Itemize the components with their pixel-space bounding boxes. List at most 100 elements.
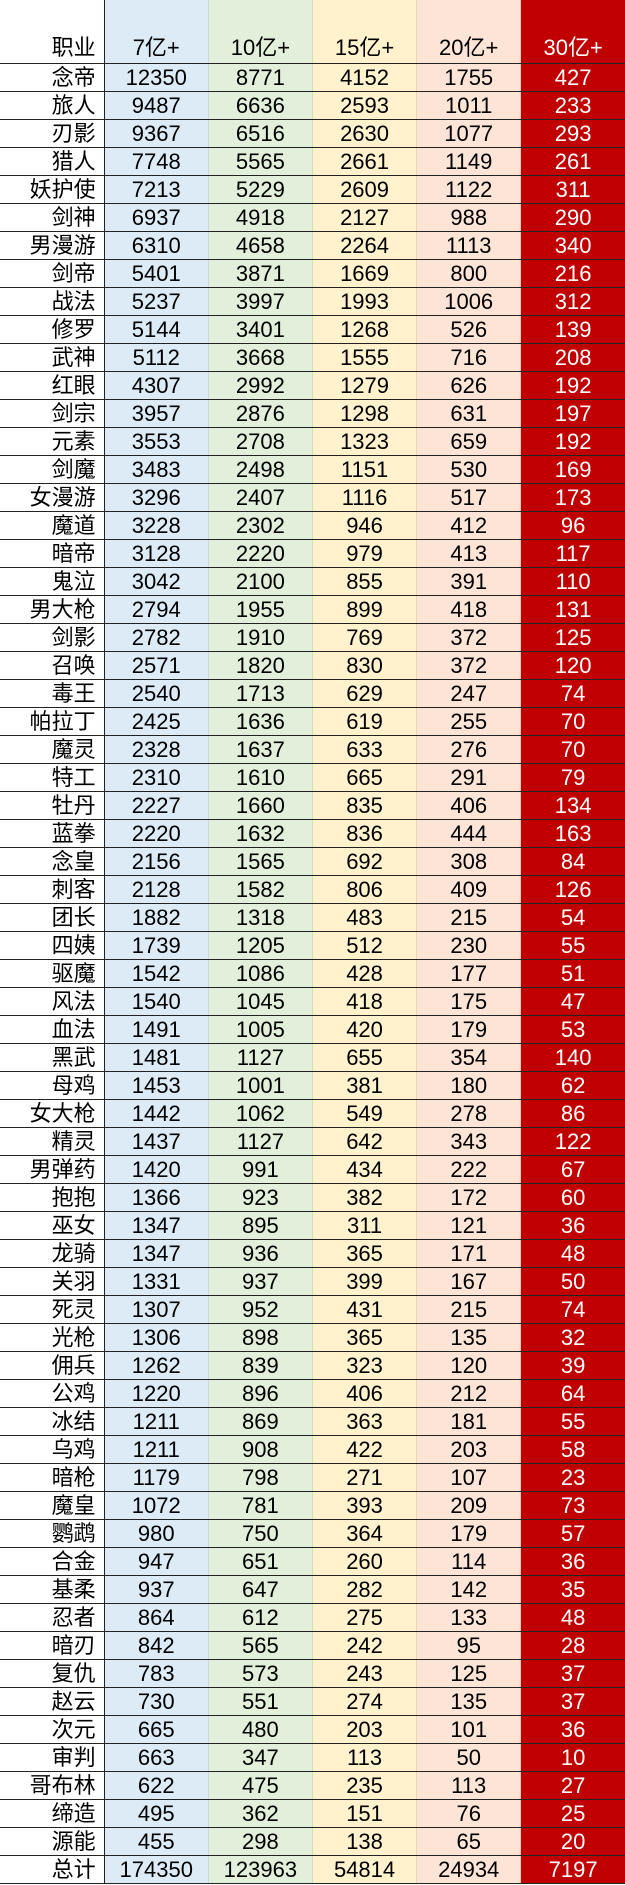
value-cell: 1323 xyxy=(312,427,418,456)
value-cell: 70 xyxy=(520,707,625,736)
value-cell: 8771 xyxy=(208,63,313,92)
value-cell: 84 xyxy=(520,847,625,876)
value-cell: 175 xyxy=(416,987,522,1016)
value-cell: 1149 xyxy=(416,147,522,176)
value-cell: 125 xyxy=(520,623,625,652)
table-row: 次元 665 480 203 101 36 xyxy=(0,1715,625,1744)
value-cell: 418 xyxy=(312,987,418,1016)
value-cell: 177 xyxy=(416,959,522,988)
value-cell: 3871 xyxy=(208,259,313,288)
job-name-cell: 魔灵 xyxy=(0,735,105,764)
value-cell: 6636 xyxy=(208,91,313,120)
table-row: 战法 5237 3997 1993 1006 312 xyxy=(0,287,625,316)
value-cell: 517 xyxy=(416,483,522,512)
value-cell: 2876 xyxy=(208,399,313,428)
value-cell: 1205 xyxy=(208,931,313,960)
value-cell: 565 xyxy=(208,1631,313,1660)
value-cell: 372 xyxy=(416,623,522,652)
job-name-cell: 女大枪 xyxy=(0,1099,105,1128)
value-cell: 2661 xyxy=(312,147,418,176)
value-cell: 39 xyxy=(520,1351,625,1380)
job-name-cell: 剑魔 xyxy=(0,455,105,484)
value-cell: 323 xyxy=(312,1351,418,1380)
value-cell: 25 xyxy=(520,1799,625,1828)
value-cell: 573 xyxy=(208,1659,313,1688)
value-cell: 1540 xyxy=(104,987,209,1016)
value-cell: 208 xyxy=(520,343,625,372)
value-cell: 4307 xyxy=(104,371,209,400)
job-name-cell: 精灵 xyxy=(0,1127,105,1156)
value-cell: 444 xyxy=(416,819,522,848)
header-col: 30亿+ xyxy=(520,0,625,64)
value-cell: 936 xyxy=(208,1239,313,1268)
table-row: 妖护使 7213 5229 2609 1122 311 xyxy=(0,175,625,204)
value-cell: 3042 xyxy=(104,567,209,596)
value-cell: 1001 xyxy=(208,1071,313,1100)
value-cell: 131 xyxy=(520,595,625,624)
value-cell: 65 xyxy=(416,1827,522,1856)
table-row: 精灵 1437 1127 642 343 122 xyxy=(0,1127,625,1156)
table-row: 龙骑 1347 936 365 171 48 xyxy=(0,1239,625,1268)
value-cell: 947 xyxy=(104,1547,209,1576)
job-name-cell: 乌鸡 xyxy=(0,1435,105,1464)
value-cell: 526 xyxy=(416,315,522,344)
value-cell: 48 xyxy=(520,1239,625,1268)
table-row: 男弹药 1420 991 434 222 67 xyxy=(0,1155,625,1184)
table-row: 鹦鹉 980 750 364 179 57 xyxy=(0,1519,625,1548)
value-cell: 107 xyxy=(416,1463,522,1492)
job-name-cell: 源能 xyxy=(0,1827,105,1856)
value-cell: 1555 xyxy=(312,343,418,372)
value-cell: 1542 xyxy=(104,959,209,988)
value-cell: 47 xyxy=(520,987,625,1016)
value-cell: 2708 xyxy=(208,427,313,456)
value-cell: 121 xyxy=(416,1211,522,1240)
table-row: 剑帝 5401 3871 1669 800 216 xyxy=(0,259,625,288)
value-cell: 2540 xyxy=(104,679,209,708)
value-cell: 626 xyxy=(416,371,522,400)
value-cell: 899 xyxy=(312,595,418,624)
value-cell: 6516 xyxy=(208,119,313,148)
value-cell: 64 xyxy=(520,1379,625,1408)
value-cell: 1279 xyxy=(312,371,418,400)
value-cell: 1006 xyxy=(416,287,522,316)
value-cell: 298 xyxy=(208,1827,313,1856)
job-name-cell: 基柔 xyxy=(0,1575,105,1604)
table-row: 审判 663 347 113 50 10 xyxy=(0,1743,625,1772)
value-cell: 179 xyxy=(416,1015,522,1044)
value-cell: 1481 xyxy=(104,1043,209,1072)
job-name-cell: 合金 xyxy=(0,1547,105,1576)
value-cell: 2609 xyxy=(312,175,418,204)
table-row: 男大枪 2794 1955 899 418 131 xyxy=(0,595,625,624)
job-name-cell: 剑宗 xyxy=(0,399,105,428)
value-cell: 135 xyxy=(416,1323,522,1352)
value-cell: 647 xyxy=(208,1575,313,1604)
job-name-cell: 魔皇 xyxy=(0,1491,105,1520)
value-cell: 1347 xyxy=(104,1239,209,1268)
table-row: 刺客 2128 1582 806 409 126 xyxy=(0,875,625,904)
value-cell: 2794 xyxy=(104,595,209,624)
value-cell: 138 xyxy=(312,1827,418,1856)
table-row: 召唤 2571 1820 830 372 120 xyxy=(0,651,625,680)
table-row: 猎人 7748 5565 2661 1149 261 xyxy=(0,147,625,176)
job-name-cell: 剑帝 xyxy=(0,259,105,288)
value-cell: 35 xyxy=(520,1575,625,1604)
value-cell: 1268 xyxy=(312,315,418,344)
value-cell: 2593 xyxy=(312,91,418,120)
value-cell: 51 xyxy=(520,959,625,988)
value-cell: 1307 xyxy=(104,1295,209,1324)
value-cell: 122 xyxy=(520,1127,625,1156)
value-cell: 60 xyxy=(520,1183,625,1212)
value-cell: 665 xyxy=(312,763,418,792)
value-cell: 181 xyxy=(416,1407,522,1436)
value-cell: 979 xyxy=(312,539,418,568)
value-cell: 32 xyxy=(520,1323,625,1352)
value-cell: 4918 xyxy=(208,203,313,232)
value-cell: 347 xyxy=(208,1743,313,1772)
job-name-cell: 牡丹 xyxy=(0,791,105,820)
value-cell: 233 xyxy=(520,91,625,120)
value-cell: 57 xyxy=(520,1519,625,1548)
value-cell: 354 xyxy=(416,1043,522,1072)
value-cell: 2302 xyxy=(208,511,313,540)
value-cell: 1113 xyxy=(416,231,522,260)
